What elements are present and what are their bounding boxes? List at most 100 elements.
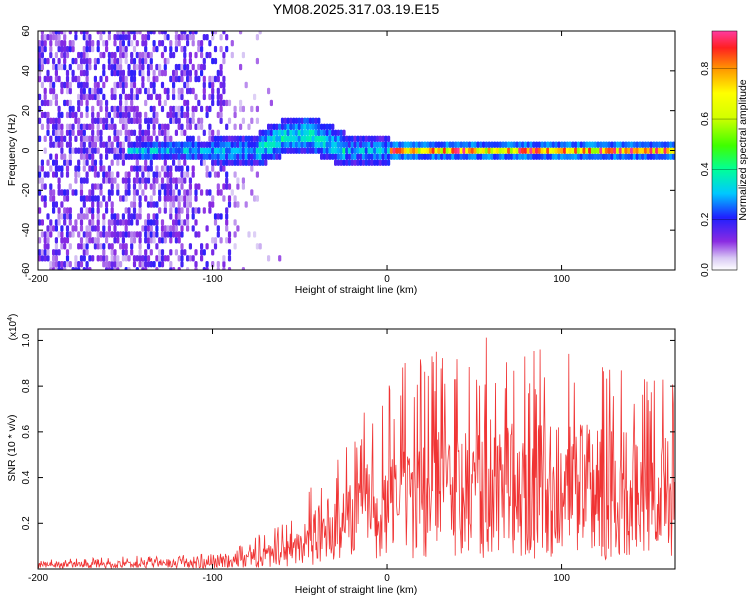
- spectrogram-cell: [63, 153, 67, 160]
- spectrogram-cell: [88, 63, 92, 71]
- spectrogram-cell: [52, 171, 56, 178]
- spectrogram-cell: [88, 141, 92, 148]
- spectrogram-cell: [247, 141, 251, 148]
- spectrogram-cell: [155, 147, 159, 154]
- spectrogram-cell: [219, 117, 223, 124]
- spectrogram-cell: [127, 147, 131, 154]
- spectrogram-cell: [186, 117, 190, 124]
- spectrogram-cell: [91, 153, 95, 160]
- spectrogram-cell: [468, 153, 472, 160]
- spectrogram-cell: [144, 231, 148, 238]
- spectrogram-cell: [610, 141, 614, 148]
- spectrogram-cell: [345, 153, 349, 160]
- spectrogram-cell: [470, 147, 474, 154]
- spectrogram-cell: [445, 141, 449, 148]
- spectrogram-cell: [241, 51, 245, 59]
- spectrogram-cell: [121, 81, 125, 89]
- spectrogram-cell: [551, 147, 555, 154]
- spectrogram-cell: [49, 117, 53, 124]
- spectrogram-cell: [398, 153, 402, 160]
- spectrogram-cell: [222, 183, 226, 190]
- spectrogram-cell: [663, 153, 667, 160]
- spectrogram-cell: [113, 123, 117, 130]
- spectrogram-cell: [227, 255, 232, 262]
- spectrogram-cell: [602, 147, 606, 154]
- spectrogram-cell: [60, 165, 64, 172]
- spectrogram-cell: [135, 147, 139, 154]
- spectrogram-cell: [373, 141, 377, 148]
- spectrogram-x-tick-label: -100: [203, 274, 223, 285]
- spectrogram-cell: [43, 249, 47, 256]
- spectrogram-cell: [403, 141, 407, 148]
- spectrogram-cell: [155, 171, 159, 178]
- spectrogram-cell: [52, 207, 56, 214]
- spectrogram-cell: [74, 177, 78, 184]
- spectrogram-cell: [116, 31, 120, 35]
- spectrogram-cell: [91, 255, 95, 262]
- spectrogram-cell: [599, 147, 603, 154]
- spectrogram-cell: [350, 147, 354, 154]
- spectrogram-cell: [434, 141, 438, 148]
- spectrogram-cell: [54, 159, 58, 166]
- spectrogram-cell: [52, 159, 56, 166]
- spectrogram-cell: [183, 111, 187, 119]
- spectrogram-cell: [88, 123, 92, 130]
- spectrogram-cell: [523, 141, 528, 148]
- spectrogram-cell: [79, 177, 84, 184]
- spectrogram-cell: [49, 231, 53, 238]
- spectrogram-cell: [239, 147, 243, 154]
- spectrogram-cell: [166, 147, 170, 154]
- spectrogram-cell: [213, 237, 218, 244]
- spectrogram-cell: [222, 267, 226, 270]
- spectrogram-cell: [225, 99, 229, 107]
- spectrogram-cell: [54, 123, 58, 130]
- spectrogram-cell: [253, 195, 257, 202]
- spectrogram-cell: [361, 135, 366, 142]
- spectrogram-cell: [213, 135, 218, 142]
- spectrogram-cell: [227, 195, 232, 202]
- spectrogram-cell: [155, 231, 159, 238]
- spectrogram-cell: [183, 51, 187, 59]
- spectrogram-cell: [174, 219, 178, 226]
- spectrogram-cell: [334, 141, 338, 148]
- spectrogram-cell: [406, 153, 410, 160]
- spectrogram-cell: [63, 267, 67, 270]
- spectrogram-cell: [38, 237, 42, 244]
- spectrogram-cell: [49, 219, 53, 226]
- spectrogram-cell: [286, 117, 290, 124]
- spectrogram-cell: [141, 135, 145, 142]
- spectrogram-cell: [216, 189, 220, 196]
- spectrogram-cell: [261, 153, 265, 160]
- spectrogram-cell: [445, 147, 449, 154]
- spectrogram-cell: [91, 225, 95, 232]
- spectrogram-cell: [205, 225, 209, 232]
- spectrogram-cell: [233, 171, 237, 178]
- spectrogram-cell: [144, 57, 148, 65]
- spectrogram-cell: [219, 213, 223, 220]
- spectrogram-cell: [121, 255, 125, 262]
- spectrogram-cell: [671, 153, 675, 160]
- spectrogram-cell: [183, 195, 187, 202]
- spectrogram-y-tick-label: -40: [21, 223, 32, 238]
- spectrogram-cell: [482, 153, 486, 160]
- spectrogram-cell: [149, 159, 153, 166]
- spectrogram-cell: [289, 129, 293, 136]
- spectrogram-cell: [113, 225, 117, 232]
- spectrogram-cell: [197, 135, 201, 142]
- spectrogram-cell: [91, 135, 95, 142]
- spectrogram-cell: [43, 255, 47, 262]
- spectrogram-cell: [149, 237, 153, 244]
- spectrogram-cell: [40, 57, 44, 65]
- spectrogram-cell: [624, 153, 628, 160]
- spectrogram-cell: [194, 147, 198, 154]
- spectrogram-cell: [144, 147, 148, 154]
- spectrogram-cell: [255, 57, 259, 65]
- spectrogram-cell: [512, 147, 516, 154]
- spectrogram-cell: [529, 141, 533, 148]
- spectrogram-cell: [579, 147, 583, 154]
- spectrogram-cell: [186, 87, 190, 95]
- spectrogram-cell: [74, 135, 78, 142]
- spectrogram-cell: [183, 189, 187, 196]
- spectrogram-cell: [169, 51, 173, 59]
- spectrogram-cell: [49, 40, 53, 47]
